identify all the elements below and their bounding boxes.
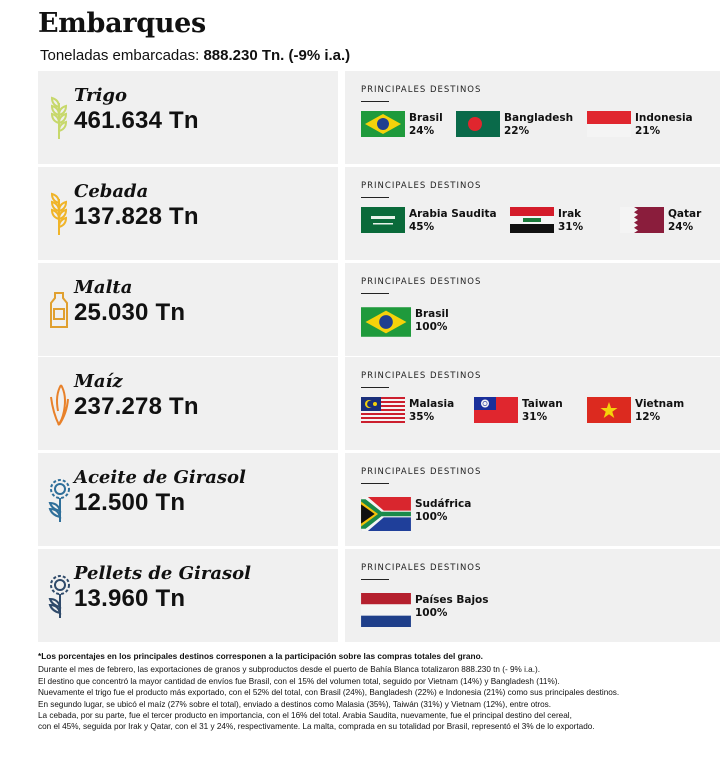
destination-name: Qatar [668, 208, 702, 220]
brazil-flag-icon [361, 111, 405, 137]
product-name: Aceite de Girasol [74, 467, 246, 488]
product-value: 25.030 Tn [74, 299, 186, 326]
product-name: Trigo [74, 85, 127, 106]
destination-name: Malasia [409, 398, 455, 410]
destinations-card: PRINCIPALES DESTINOS Países Bajos 100% [345, 549, 720, 642]
destination-pct: 24% [668, 221, 694, 233]
destination-name: Sudáfrica [415, 498, 472, 510]
footer-line: La cebada, por su parte, fue el tercer p… [38, 711, 572, 721]
product-value: 13.960 Tn [74, 585, 186, 612]
product-name: Cebada [74, 181, 149, 202]
brazil-flag-icon [361, 307, 411, 337]
subtitle-value: 888.230 Tn. (-9% i.a.) [203, 47, 351, 64]
product-name: Malta [74, 277, 133, 298]
product-card: Malta 25.030 Tn [38, 263, 338, 356]
destinations-card: PRINCIPALES DESTINOS Sudáfrica 100% [345, 453, 720, 546]
wheat-icon [48, 95, 70, 141]
footnote: *Los porcentajes en los principales dest… [38, 651, 483, 661]
product-row-maiz: Maíz 237.278 Tn PRINCIPALES DESTINOS Mal… [38, 357, 720, 450]
destinations-label: PRINCIPALES DESTINOS [361, 85, 482, 95]
product-row-malta: Malta 25.030 Tn PRINCIPALES DESTINOS Bra… [38, 263, 720, 356]
destinations-card: PRINCIPALES DESTINOS Malasia 35% Taiwan … [345, 357, 720, 450]
taiwan-flag-icon [474, 397, 518, 423]
bangladesh-flag-icon [456, 111, 500, 137]
footer-line: Durante el mes de febrero, las exportaci… [38, 665, 541, 675]
destination-name: Vietnam [635, 398, 685, 410]
divider [361, 483, 389, 484]
destination-pct: 21% [635, 125, 661, 137]
product-name: Maíz [74, 371, 123, 392]
destination-pct: 45% [409, 221, 435, 233]
destinations-label: PRINCIPALES DESTINOS [361, 277, 482, 287]
page-subtitle: Toneladas embarcadas: 888.230 Tn. (-9% i… [40, 47, 350, 64]
destination-pct: 100% [415, 321, 448, 333]
destination-name: Brasil [409, 112, 443, 124]
divider [361, 101, 389, 102]
malt-sack-icon [48, 287, 70, 333]
page-title: Embarques [38, 8, 206, 39]
product-value: 12.500 Tn [74, 489, 186, 516]
divider [361, 579, 389, 580]
malaysia-flag-icon [361, 397, 405, 423]
destination-pct: 100% [415, 511, 448, 523]
product-row-cebada: Cebada 137.828 Tn PRINCIPALES DESTINOS A… [38, 167, 720, 260]
saudi-arabia-flag-icon [361, 207, 405, 233]
destinations-label: PRINCIPALES DESTINOS [361, 181, 482, 191]
footer-notes: *Los porcentajes en los principales dest… [38, 651, 722, 733]
qatar-flag-icon [620, 207, 664, 233]
divider [361, 197, 389, 198]
destination-pct: 24% [409, 125, 435, 137]
destinations-card: PRINCIPALES DESTINOS Brasil 100% [345, 263, 720, 356]
divider [361, 387, 389, 388]
product-row-trigo: Trigo 461.634 Tn PRINCIPALES DESTINOS Br… [38, 71, 720, 164]
destination-name: Indonesia [635, 112, 693, 124]
destination-name: Irak [558, 208, 582, 220]
destinations-card: PRINCIPALES DESTINOS Arabia Saudita 45% … [345, 167, 720, 260]
destination-name: Arabia Saudita [409, 208, 497, 220]
footer-line: Nuevamente el trigo fue el producto más … [38, 688, 620, 698]
destination-pct: 12% [635, 411, 661, 423]
destination-name: Bangladesh [504, 112, 574, 124]
footer-line: El destino que concentró la mayor cantid… [38, 676, 560, 686]
destination-pct: 35% [409, 411, 435, 423]
destination-pct: 31% [558, 221, 584, 233]
product-value: 461.634 Tn [74, 107, 199, 134]
product-card: Trigo 461.634 Tn [38, 71, 338, 164]
destinations-label: PRINCIPALES DESTINOS [361, 563, 482, 573]
product-card: Cebada 137.828 Tn [38, 167, 338, 260]
indonesia-flag-icon [587, 111, 631, 137]
sunflower-icon [48, 477, 70, 523]
destination-pct: 100% [415, 607, 448, 619]
destinations-card: PRINCIPALES DESTINOS Brasil 24% Banglade… [345, 71, 720, 164]
destination-name: Brasil [415, 308, 449, 320]
subtitle-prefix: Toneladas embarcadas: [40, 47, 204, 64]
netherlands-flag-icon [361, 593, 411, 627]
corn-icon [48, 381, 70, 427]
destination-name: Países Bajos [415, 594, 489, 606]
divider [361, 293, 389, 294]
destinations-label: PRINCIPALES DESTINOS [361, 467, 482, 477]
product-card: Aceite de Girasol 12.500 Tn [38, 453, 338, 546]
destination-pct: 31% [522, 411, 548, 423]
destinations-label: PRINCIPALES DESTINOS [361, 371, 482, 381]
sunflower-icon [48, 573, 70, 619]
destination-name: Taiwan [522, 398, 563, 410]
product-card: Pellets de Girasol 13.960 Tn [38, 549, 338, 642]
product-row-pellets-girasol: Pellets de Girasol 13.960 Tn PRINCIPALES… [38, 549, 720, 642]
footer-line: En segundo lugar, se ubicó el maíz (27% … [38, 699, 552, 709]
product-row-aceite-girasol: Aceite de Girasol 12.500 Tn PRINCIPALES … [38, 453, 720, 546]
product-value: 237.278 Tn [74, 393, 199, 420]
footer-line: con el 45%, seguida por Irak y Qatar, co… [38, 722, 595, 732]
product-value: 137.828 Tn [74, 203, 199, 230]
destination-pct: 22% [504, 125, 530, 137]
iraq-flag-icon [510, 207, 554, 233]
product-name: Pellets de Girasol [74, 563, 251, 584]
barley-icon [48, 191, 70, 237]
vietnam-flag-icon [587, 397, 631, 423]
south-africa-flag-icon [361, 497, 411, 531]
product-card: Maíz 237.278 Tn [38, 357, 338, 450]
